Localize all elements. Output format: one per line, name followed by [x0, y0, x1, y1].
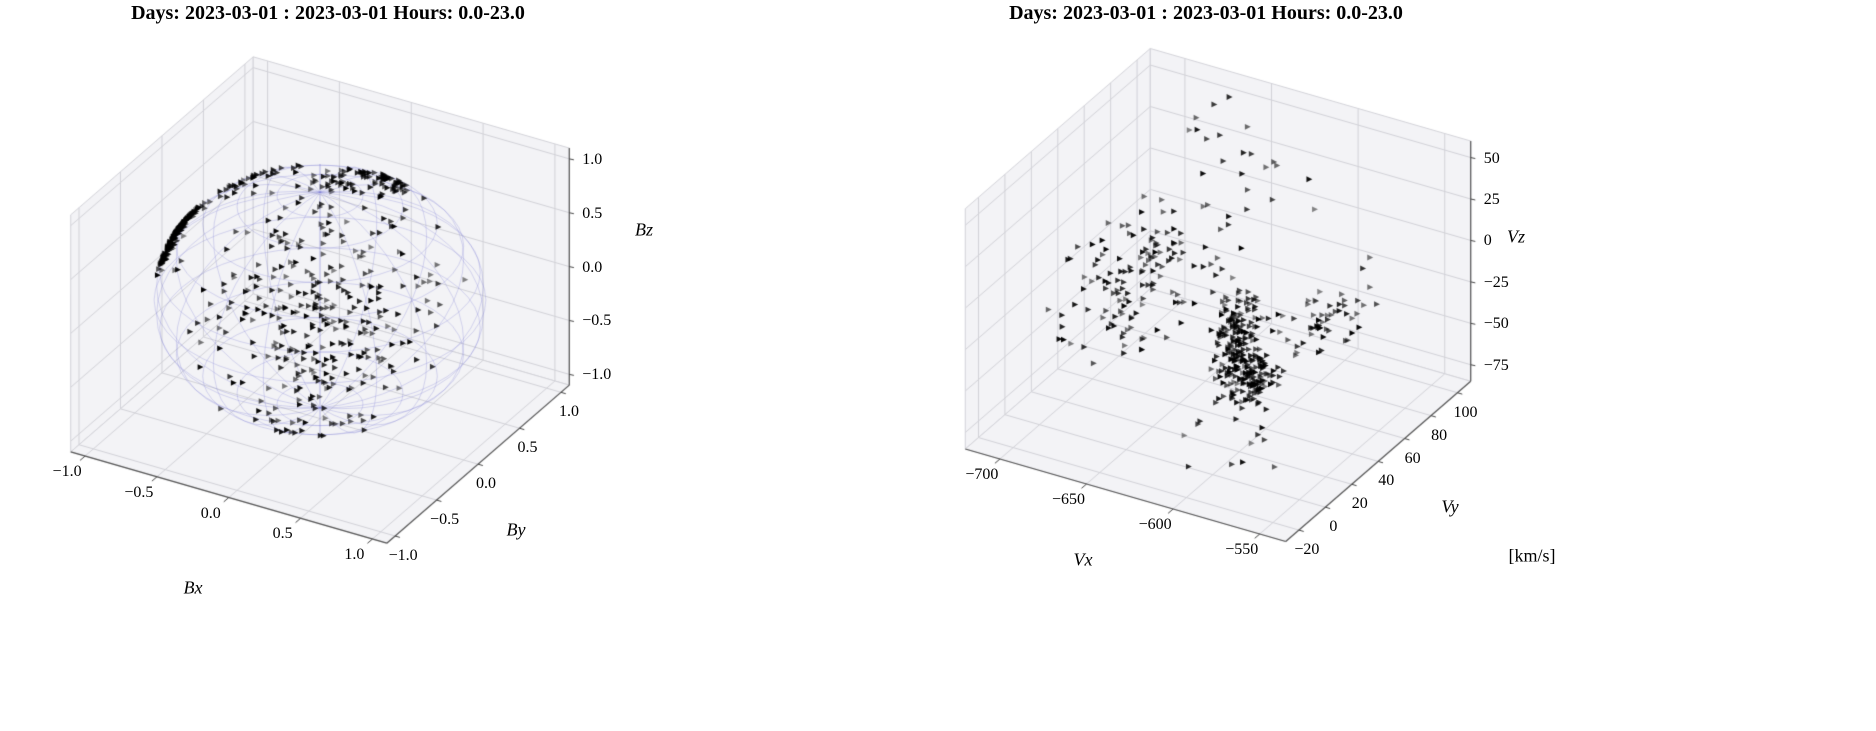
right-plot-title: Days: 2023-03-01 : 2023-03-01 Hours: 0.0…	[1009, 2, 1403, 24]
tick-label: 60	[1404, 449, 1421, 467]
tick-label: 1.0	[582, 150, 603, 168]
tick-label: 20	[1351, 495, 1368, 513]
tick-label: 100	[1453, 403, 1478, 421]
tick-label: 25	[1483, 190, 1500, 208]
tick-label: −0.5	[124, 483, 154, 501]
left-y-axis-label: By	[506, 519, 526, 540]
tick-label: 80	[1431, 426, 1448, 444]
tick-label: −1.0	[582, 366, 612, 384]
tick-label: 1.0	[344, 546, 365, 564]
right-z-axis-label: Vz	[1507, 226, 1525, 247]
left-plot-title: Days: 2023-03-01 : 2023-03-01 Hours: 0.0…	[131, 2, 525, 24]
units-annotation: [km/s]	[1508, 545, 1556, 566]
tick-label: 0	[1329, 518, 1338, 536]
tick-label: −20	[1294, 541, 1320, 559]
tick-label: −1.0	[388, 546, 418, 564]
tick-label: 0.5	[272, 525, 293, 543]
tick-label: 0.0	[582, 258, 603, 276]
tick-label: 0.0	[200, 504, 221, 522]
tick-label: −0.5	[430, 511, 460, 529]
tick-label: −650	[1052, 491, 1086, 508]
right-y-axis-label: Vy	[1441, 496, 1459, 517]
tick-label: −75	[1483, 356, 1509, 374]
tick-label: −600	[1138, 516, 1172, 533]
tick-label: −550	[1225, 541, 1259, 558]
tick-label: −50	[1483, 315, 1509, 333]
tick-label: 1.0	[558, 403, 579, 421]
tick-label: 40	[1378, 472, 1395, 490]
right-x-axis-label: Vx	[1073, 549, 1093, 570]
tick-label: 50	[1483, 149, 1500, 167]
tick-label: −0.5	[582, 312, 612, 330]
tick-label: 0.0	[476, 475, 497, 493]
tick-label: −25	[1483, 273, 1509, 291]
left-z-axis-label: Bz	[635, 219, 653, 240]
tick-label: −700	[965, 466, 999, 483]
tick-label: 0.5	[582, 204, 603, 222]
tick-label: 0.5	[517, 439, 538, 457]
tick-label: 0	[1483, 232, 1492, 250]
left-x-axis-label: Bx	[183, 577, 203, 598]
tick-label: −1.0	[52, 463, 82, 481]
